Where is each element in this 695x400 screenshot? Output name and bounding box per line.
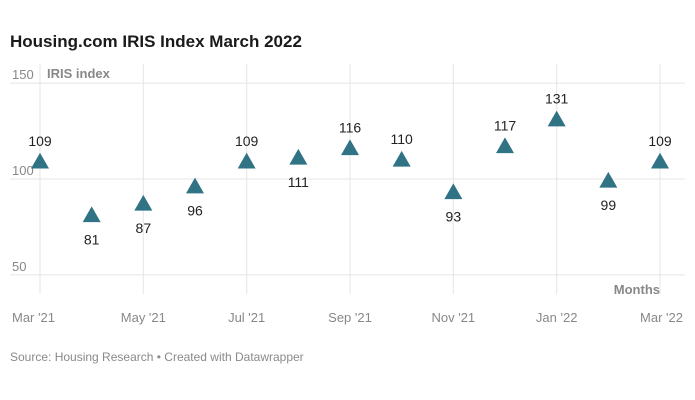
y-axis-label: IRIS index	[47, 66, 111, 81]
y-tick-label: 100	[12, 163, 34, 178]
x-axis-ticks: Mar '21 May '21 Jul '21 Sep '21 Nov '21 Jan '…	[12, 310, 683, 325]
x-tick-label: Sep '21	[328, 310, 372, 325]
y-tick-label: 50	[12, 259, 26, 274]
data-point-marker	[82, 206, 101, 223]
source-note: Source: Housing Research • Created with …	[10, 350, 304, 364]
y-axis-ticks: 50 100 150	[12, 67, 34, 274]
data-label: 109	[648, 133, 672, 149]
data-point-marker	[186, 177, 204, 194]
data-label: 96	[187, 203, 203, 219]
x-tick-label: Mar '22	[640, 310, 683, 325]
data-point-marker	[134, 194, 153, 211]
y-tick-label: 150	[12, 67, 34, 82]
data-label: 87	[136, 220, 152, 236]
data-label: 131	[545, 91, 569, 107]
data-label: 116	[339, 119, 362, 135]
chart-title: Housing.com IRIS Index March 2022	[10, 32, 302, 51]
data-label: 109	[28, 133, 52, 149]
data-point-marker	[341, 139, 359, 156]
data-point-marker	[599, 171, 618, 188]
data-point-marker	[289, 148, 308, 165]
data-point-marker	[392, 150, 411, 167]
gridlines	[10, 64, 685, 294]
data-point-marker	[651, 152, 669, 169]
data-label: 110	[391, 131, 414, 147]
data-point-marker	[444, 183, 463, 200]
x-tick-label: Jan '22	[536, 310, 578, 325]
data-label: 111	[288, 174, 309, 190]
data-point-marker	[31, 152, 49, 169]
data-label: 99	[601, 197, 617, 213]
data-label: 117	[494, 117, 517, 133]
data-markers	[31, 110, 669, 223]
x-tick-label: Nov '21	[431, 310, 475, 325]
data-label: 109	[235, 133, 259, 149]
x-axis-label: Months	[614, 282, 660, 297]
x-tick-label: Mar '21	[12, 310, 55, 325]
x-tick-label: Jul '21	[228, 310, 265, 325]
data-point-marker	[496, 137, 514, 154]
data-point-marker	[237, 152, 256, 169]
data-label: 93	[446, 208, 462, 224]
data-labels: 109 81 87 96 109 111 116 110 93 117 131 99 109	[28, 91, 672, 248]
x-tick-label: May '21	[121, 310, 166, 325]
data-point-marker	[547, 110, 566, 127]
data-label: 81	[84, 231, 100, 247]
